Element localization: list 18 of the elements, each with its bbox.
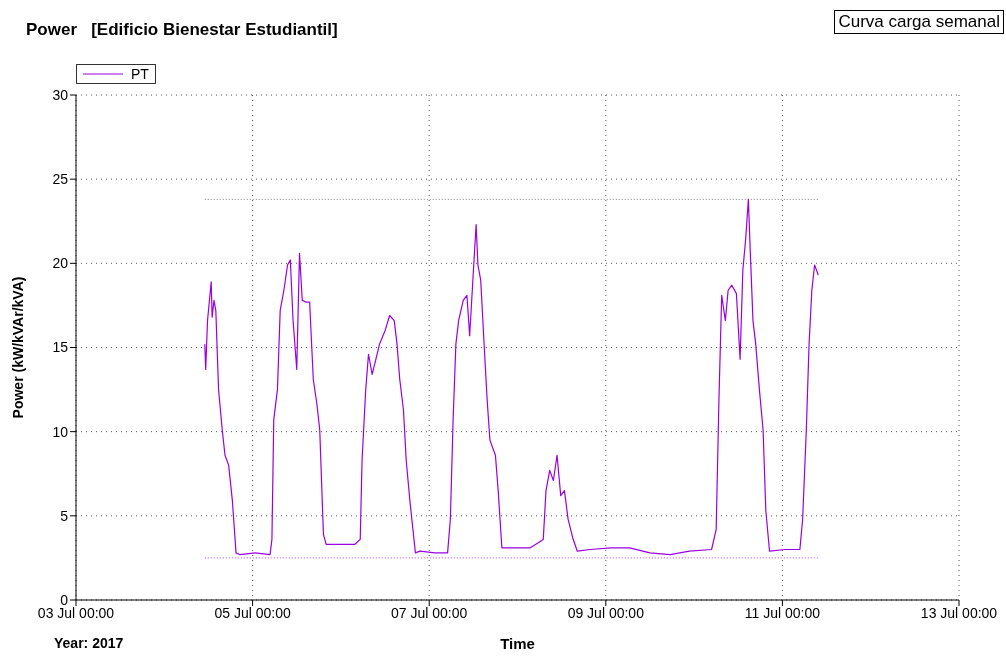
chart-title: Power [Edificio Bienestar Estudiantil] bbox=[26, 20, 338, 40]
x-axis-title: Time bbox=[500, 635, 535, 652]
x-tick-label: 13 Jul 00:00 bbox=[920, 604, 998, 621]
text: Curva carga semanal bbox=[834, 10, 1004, 34]
x-tick-label: 05 Jul 00:00 bbox=[214, 604, 291, 621]
y-tick-label: 15 bbox=[52, 339, 69, 356]
x-tick-label: 07 Jul 00:00 bbox=[391, 604, 468, 621]
y-tick-label: 20 bbox=[52, 255, 69, 272]
line-series bbox=[204, 198, 819, 556]
y-tick-label: 30 bbox=[52, 86, 69, 103]
y-tick-label: 10 bbox=[52, 423, 69, 440]
y-axis-title: Power (kW/kVAr/kVA) bbox=[9, 276, 26, 419]
x-tick-label: 09 Jul 00:00 bbox=[567, 604, 645, 621]
y-tick-label: 5 bbox=[60, 507, 69, 524]
y-tick-label: 25 bbox=[52, 171, 69, 188]
text: Year: 2017 bbox=[54, 635, 124, 651]
x-tick-label: 11 Jul 00:00 bbox=[744, 604, 821, 621]
legend-label: PT bbox=[131, 66, 149, 82]
